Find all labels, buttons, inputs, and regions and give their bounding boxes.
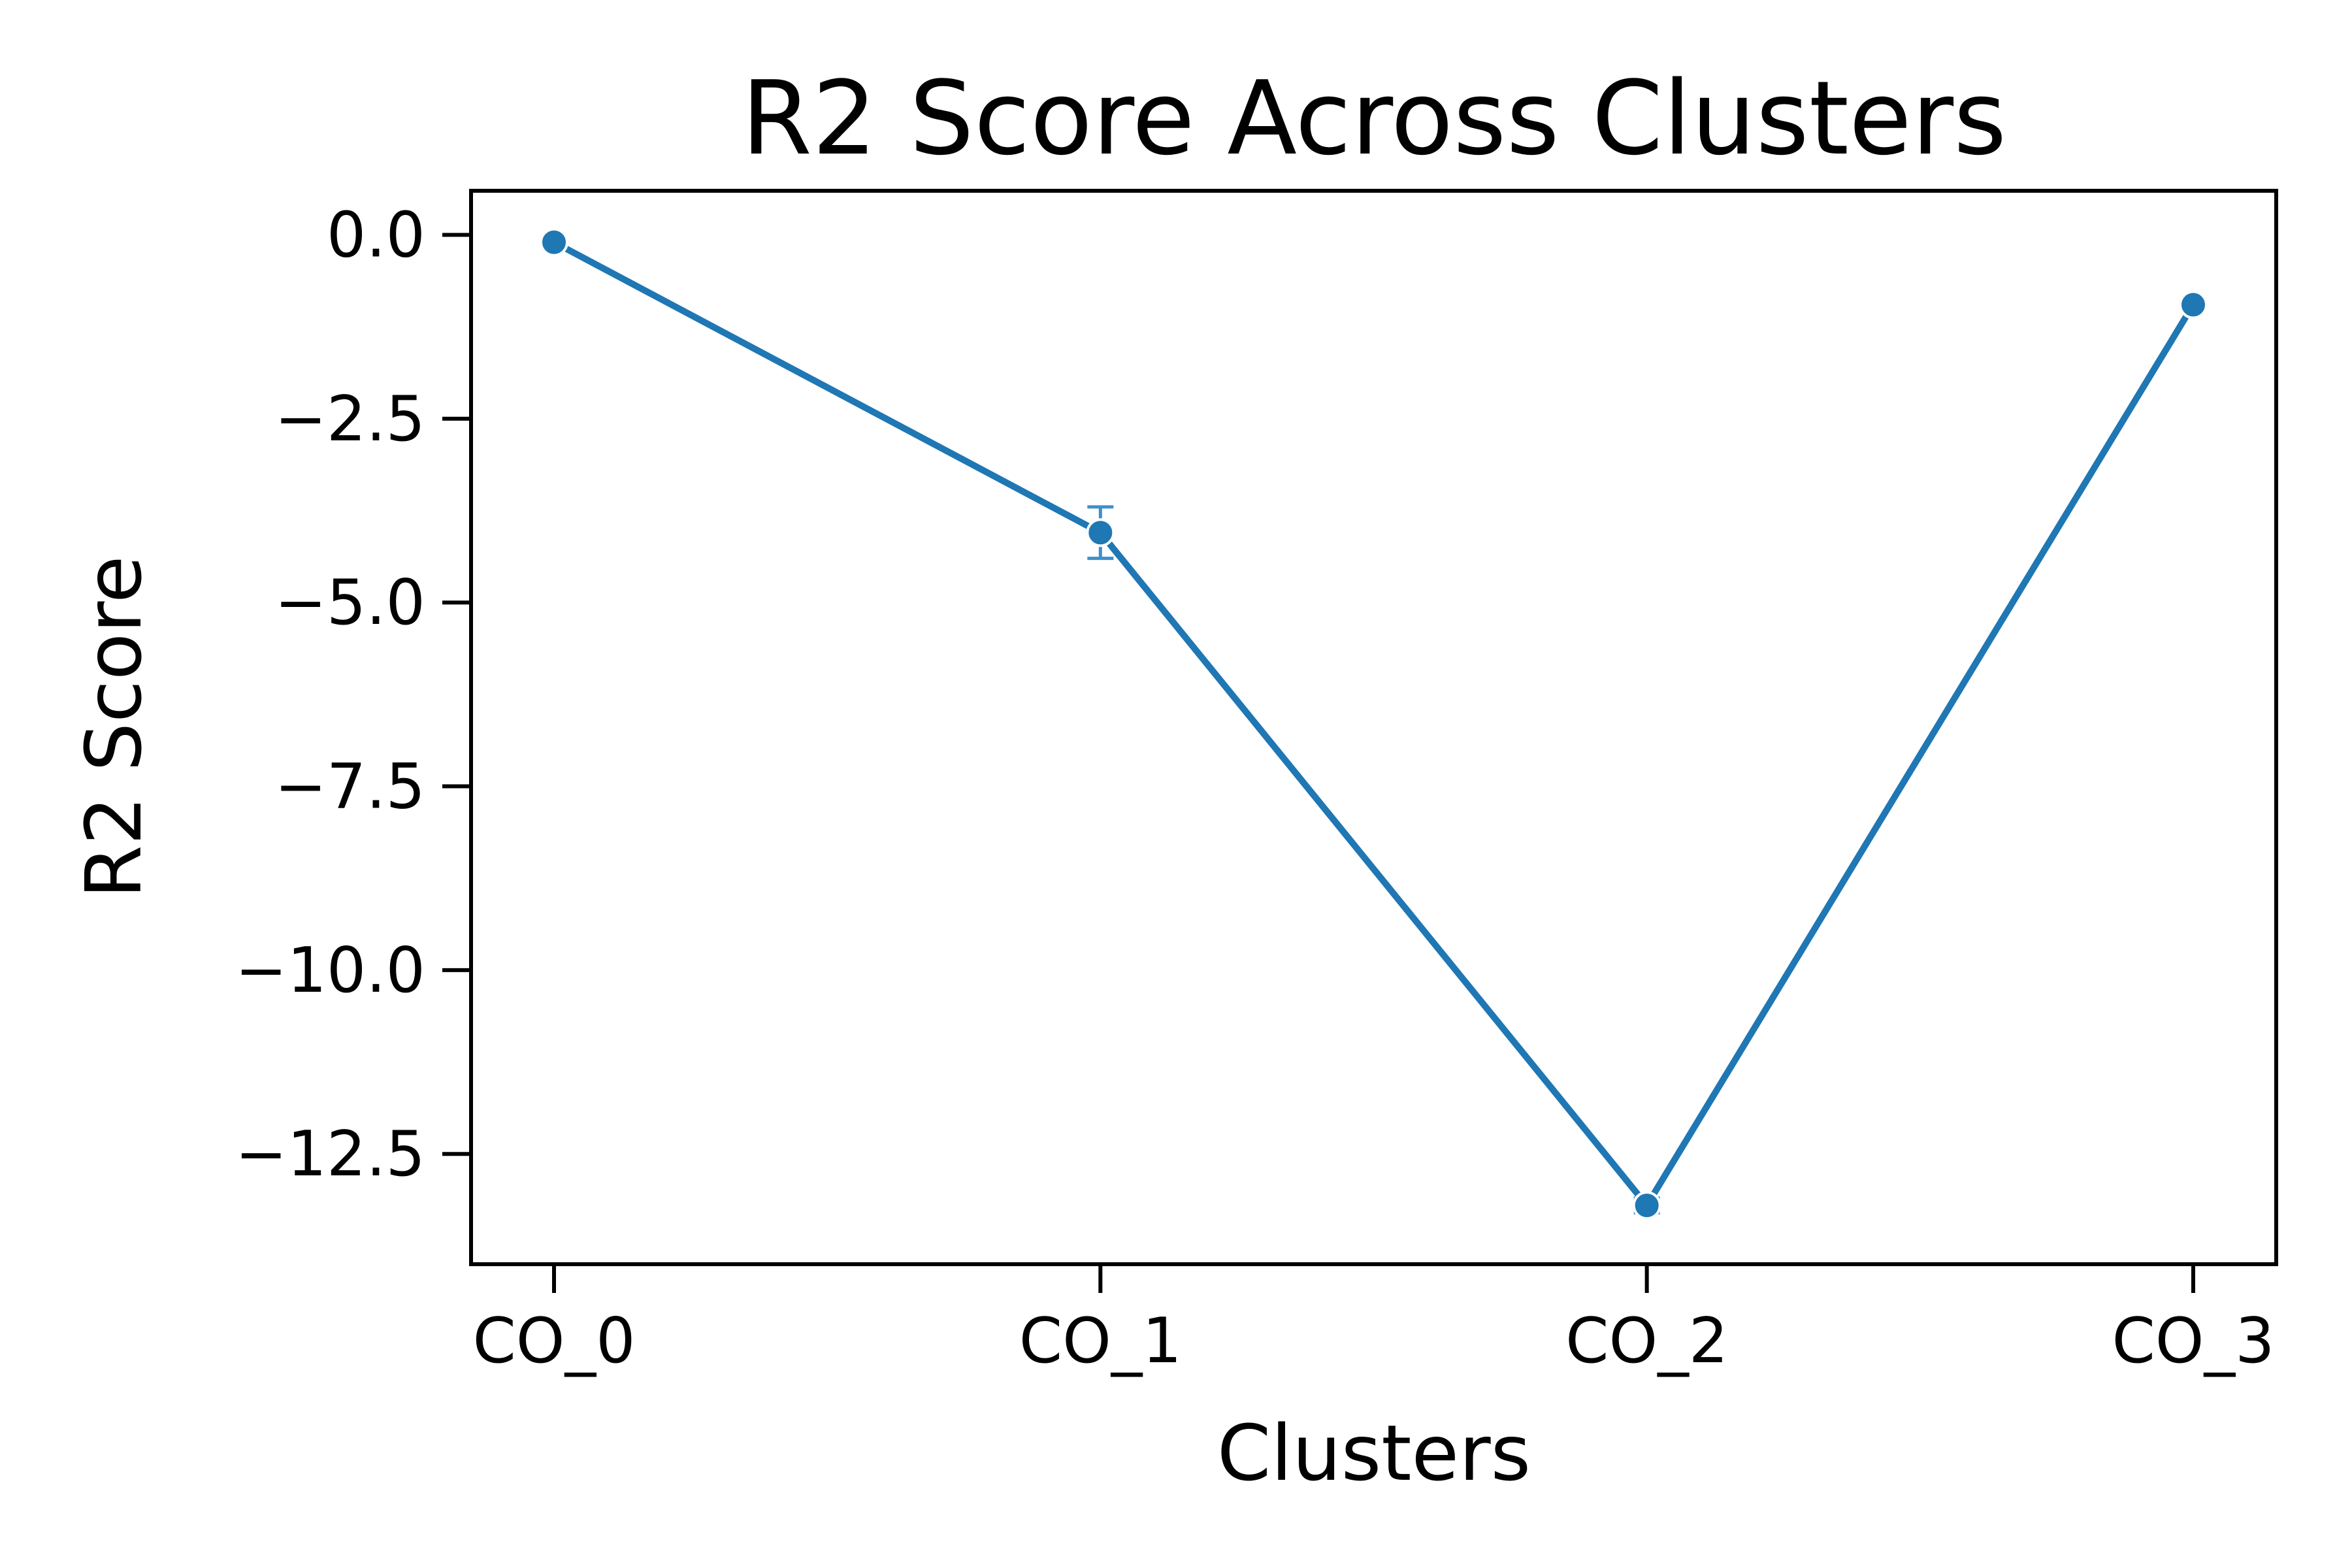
axes-frame <box>469 189 2278 1266</box>
series-line <box>551 238 2197 1209</box>
y-axis-label: R2 Score <box>69 555 159 898</box>
y-tick-label: −10.0 <box>235 935 425 1007</box>
y-tick-label: −2.5 <box>274 384 425 455</box>
x-tick-label: CO_0 <box>472 1305 635 1377</box>
x-axis-label: Clusters <box>1217 1408 1531 1498</box>
x-tick-label: CO_2 <box>1565 1305 1728 1377</box>
x-axis: CO_0 CO_1 CO_2 CO_3 <box>472 1264 2275 1377</box>
data-point <box>1632 1190 1661 1220</box>
y-tick-label: 0.0 <box>327 200 425 272</box>
chart-title: R2 Score Across Clusters <box>742 59 2007 178</box>
y-axis: 0.0 −2.5 −5.0 −7.5 −10.0 −12.5 <box>235 200 471 1190</box>
x-tick-label: CO_1 <box>1019 1305 1182 1377</box>
x-tick-label: CO_3 <box>2112 1305 2274 1377</box>
y-tick-label: −7.5 <box>274 751 425 823</box>
y-tick-label: −12.5 <box>235 1119 425 1190</box>
data-point <box>2179 290 2208 319</box>
plot-area <box>540 227 2208 1220</box>
data-point <box>540 227 568 257</box>
data-point <box>1086 518 1115 547</box>
y-tick-label: −5.0 <box>274 567 425 639</box>
